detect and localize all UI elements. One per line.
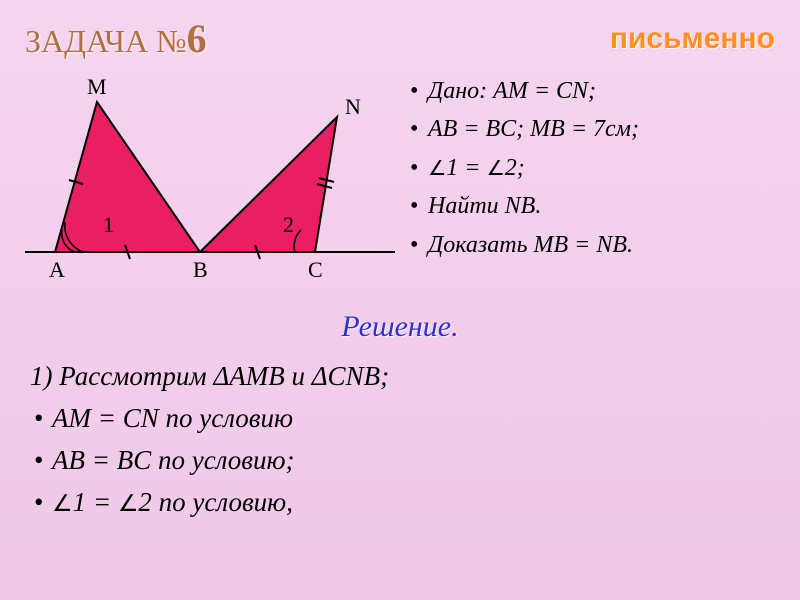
header-badge: письменно (610, 22, 775, 56)
solution-text: 1 = (73, 487, 118, 517)
solution-step: 1) Рассмотрим ΔAMB и ΔCNB; (25, 356, 775, 398)
geometry-diagram: M N A B C 1 2 (25, 72, 395, 302)
given-list: Дано: AM = CN; AB = BC; MB = 7см; ∠1 = ∠… (410, 72, 775, 302)
given-item: Дано: AM = CN; (410, 72, 775, 110)
solution-item: AB = BC по условию; (30, 440, 775, 482)
label-a: A (49, 257, 65, 283)
solution-item: AM = CN по условию (30, 398, 775, 440)
given-item: AB = BC; MB = 7см; (410, 110, 775, 148)
solution-list: AM = CN по условию AB = BC по условию; ∠… (25, 398, 775, 524)
solution-item: ∠1 = ∠2 по условию, (30, 482, 775, 524)
label-n: N (345, 94, 361, 120)
task-title: ЗАДАЧА №6 (25, 15, 207, 62)
angle-2: 2 (283, 212, 294, 238)
label-m: M (87, 74, 107, 100)
given-text: 2; (505, 155, 525, 181)
given-item: Найти NB. (410, 187, 775, 225)
title-number: 6 (187, 16, 207, 61)
given-item: ∠1 = ∠2; (410, 149, 775, 187)
diagram-svg (25, 72, 395, 302)
label-c: C (308, 257, 323, 283)
angle-1: 1 (103, 212, 114, 238)
title-prefix: ЗАДАЧА № (25, 23, 187, 59)
solution-heading: Решение. (25, 310, 775, 344)
solution-text: 2 по условию, (138, 487, 293, 517)
solution-body: 1) Рассмотрим ΔAMB и ΔCNB; AM = CN по ус… (25, 356, 775, 523)
given-text: 1 = (446, 155, 486, 181)
given-item: Доказать MB = NB. (410, 226, 775, 264)
label-b: B (193, 257, 208, 283)
